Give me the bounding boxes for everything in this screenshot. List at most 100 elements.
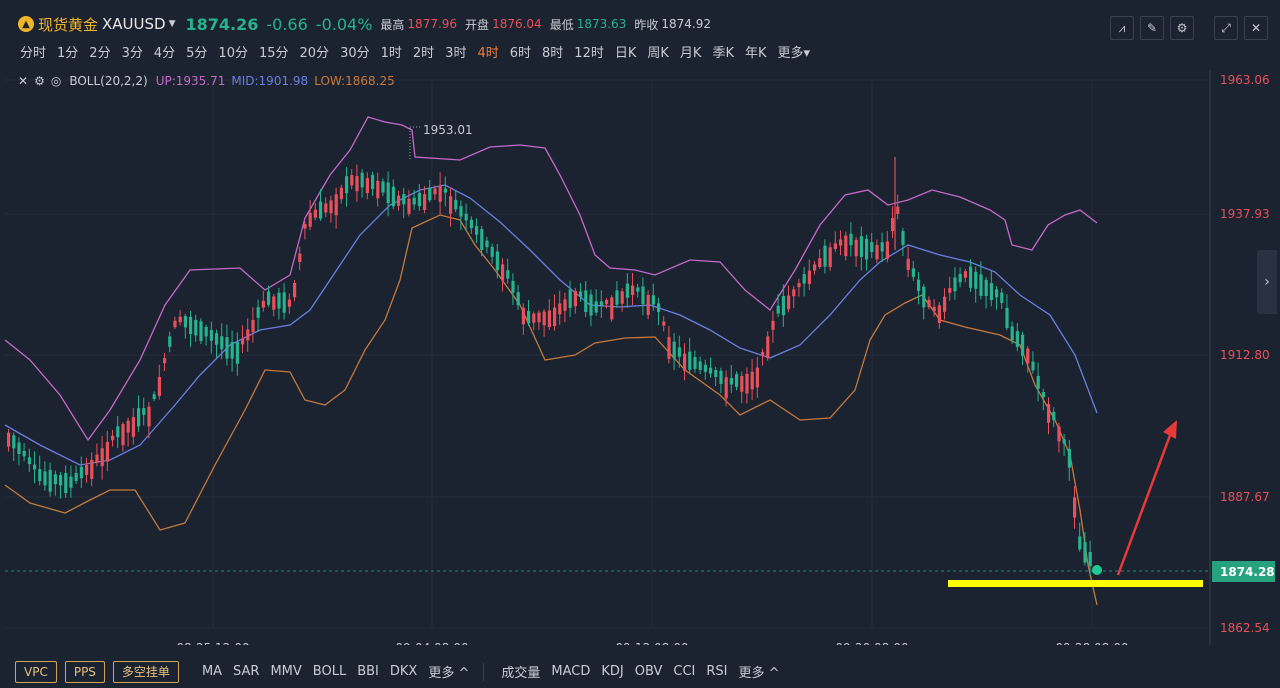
indicator-dkx[interactable]: DKX xyxy=(389,664,418,679)
boll-mid-line xyxy=(4,184,1098,466)
low-label: 最低 xyxy=(549,17,574,32)
candle-body xyxy=(610,297,614,320)
candle-body xyxy=(199,321,203,342)
period-tab[interactable]: 5分 xyxy=(186,46,208,61)
settings-icon[interactable]: ⚙ xyxy=(1170,16,1194,40)
indicator-rsi[interactable]: RSI xyxy=(706,664,728,679)
period-tab[interactable]: 1时 xyxy=(380,46,402,61)
period-tab[interactable]: 2分 xyxy=(89,46,111,61)
period-tab[interactable]: 3分 xyxy=(121,46,143,61)
chart-area[interactable]: 1963.06 1937.93 1912.80 1887.67 1862.54 08-25… xyxy=(0,70,1280,655)
indicator-boll[interactable]: BOLL xyxy=(312,664,347,679)
period-tab[interactable]: 15分 xyxy=(258,46,289,61)
candle-body xyxy=(22,451,26,457)
settings-icon[interactable]: ⚙ xyxy=(34,74,45,88)
kline-chart[interactable]: 1963.06 1937.93 1912.80 1887.67 1862.54 08-25… xyxy=(0,70,1280,655)
candle-body xyxy=(521,307,525,325)
close-icon[interactable]: ✕ xyxy=(1244,16,1268,40)
candle-body xyxy=(1041,392,1045,398)
candle-body xyxy=(880,242,884,252)
indicator-sar[interactable]: SAR xyxy=(233,664,260,679)
period-tab[interactable]: 6时 xyxy=(509,46,532,61)
chevron-down-icon[interactable]: ▼ xyxy=(168,19,176,29)
candle-body xyxy=(683,353,687,372)
period-tab[interactable]: 12时 xyxy=(574,46,604,61)
period-tabs: 分时 1分 2分 3分 4分 5分 10分 15分 20分 30分 1时 2时 3时 4时 6时 8时 12时日… xyxy=(20,42,821,61)
period-tab[interactable]: 4分 xyxy=(153,46,176,61)
candle-body xyxy=(412,197,416,205)
candle-body xyxy=(573,290,577,307)
period-tab[interactable]: 周K xyxy=(647,46,669,61)
candle-body xyxy=(735,374,739,387)
period-tab[interactable]: 年K xyxy=(744,46,767,61)
period-tab[interactable]: 日K xyxy=(614,46,637,61)
period-tab[interactable]: 3时 xyxy=(445,46,467,61)
candle-body xyxy=(1000,292,1004,303)
boll-lower-line xyxy=(4,214,1098,606)
period-tab[interactable]: 30分 xyxy=(340,46,370,61)
right-panel-toggle[interactable]: › xyxy=(1257,250,1277,314)
candle-body xyxy=(246,329,250,341)
vpc-button[interactable]: VPC xyxy=(15,660,57,683)
period-tab[interactable]: 季K xyxy=(712,46,734,61)
red-arrow-head xyxy=(1163,420,1177,439)
period-tab[interactable]: 分时 xyxy=(20,46,47,61)
instrument-name[interactable]: 现货黄金 xyxy=(38,15,99,34)
candle-body xyxy=(787,295,791,310)
y-tick-label: 1963.06 xyxy=(1220,73,1270,87)
candle-body xyxy=(745,373,749,394)
current-price-tag xyxy=(1212,561,1275,582)
candle-body xyxy=(761,352,765,357)
candle-body xyxy=(537,312,541,323)
chart-type-icon[interactable]: ⩘ xyxy=(1110,16,1134,40)
candle-body xyxy=(17,442,21,454)
period-tab[interactable]: 月K xyxy=(679,46,702,61)
candle-body xyxy=(209,329,213,341)
candle-body xyxy=(157,376,161,396)
candle-body xyxy=(64,473,68,493)
period-tab[interactable]: 10分 xyxy=(218,46,248,61)
candle-body xyxy=(230,342,234,359)
candle-body xyxy=(922,286,926,308)
orders-button[interactable]: 多空挂单 xyxy=(112,660,179,683)
instrument-symbol[interactable]: XAUUSD xyxy=(102,15,166,33)
sub-more-button[interactable]: 更多 ^ xyxy=(738,666,780,681)
candle-body xyxy=(163,358,167,364)
indicator-mmv[interactable]: MMV xyxy=(270,664,302,679)
candle-body xyxy=(589,294,593,316)
candle-body xyxy=(703,364,707,372)
candle-body xyxy=(1073,497,1077,518)
candle-body xyxy=(319,201,323,219)
main-more-button[interactable]: 更多 ^ xyxy=(428,666,470,681)
open-label: 开盘 xyxy=(465,17,490,32)
expand-icon[interactable]: ⤢ xyxy=(1214,16,1238,40)
candle-body xyxy=(428,187,432,201)
close-icon[interactable]: ✕ xyxy=(18,74,29,88)
period-tab[interactable]: 1分 xyxy=(57,46,79,61)
prev-close-value: 1874.92 xyxy=(661,17,711,31)
indicator-macd[interactable]: MACD xyxy=(551,664,591,679)
draw-pen-icon[interactable]: ✎ xyxy=(1140,16,1164,40)
indicator-ma[interactable]: MA xyxy=(201,664,223,679)
period-tab[interactable]: 2时 xyxy=(412,46,435,61)
indicator-bar: VPC PPS 多空挂单 MA SAR MMV BOLL BBI DKX 更多 … xyxy=(0,655,1280,688)
indicator-cci[interactable]: CCI xyxy=(673,664,696,679)
period-tab[interactable]: 4时 xyxy=(477,46,499,61)
indicator-kdj[interactable]: KDJ xyxy=(601,664,624,679)
candle-body xyxy=(490,246,494,257)
indicator-bbi[interactable]: BBI xyxy=(357,664,379,679)
candle-body xyxy=(33,464,37,470)
indicator-obv[interactable]: OBV xyxy=(634,664,663,679)
candle-body xyxy=(828,247,832,268)
candle-body xyxy=(625,283,629,298)
pps-button[interactable]: PPS xyxy=(64,660,105,683)
period-tab[interactable]: 20分 xyxy=(299,46,330,61)
candle-body xyxy=(438,185,442,202)
indicator-volume[interactable]: 成交量 xyxy=(501,666,541,681)
period-tab[interactable]: 8时 xyxy=(542,46,564,61)
candle-body xyxy=(688,351,692,370)
candle-body xyxy=(350,175,354,186)
eye-icon[interactable]: ◎ xyxy=(50,74,62,88)
candle-body xyxy=(849,233,853,246)
period-tab[interactable]: 更多▾ xyxy=(777,46,811,61)
